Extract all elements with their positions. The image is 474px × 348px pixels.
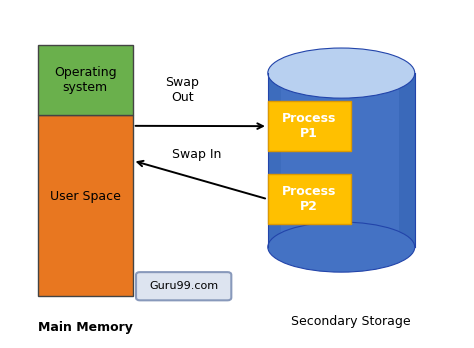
Ellipse shape [268, 48, 415, 98]
Bar [268, 174, 351, 224]
Text: User Space: User Space [50, 190, 121, 203]
Ellipse shape [268, 222, 415, 272]
Polygon shape [399, 73, 415, 247]
Bar [268, 101, 351, 151]
Polygon shape [268, 73, 281, 247]
Text: Main Memory: Main Memory [38, 321, 133, 334]
Text: Operating
system: Operating system [54, 66, 117, 94]
Text: Swap In: Swap In [172, 148, 221, 161]
Polygon shape [399, 73, 415, 247]
Text: Process
P1: Process P1 [282, 112, 337, 140]
Text: Swap
Out: Swap Out [165, 77, 200, 104]
Bar [38, 45, 133, 116]
Text: Process
P2: Process P2 [282, 185, 337, 213]
FancyBboxPatch shape [136, 272, 231, 300]
Text: Guru99.com: Guru99.com [149, 281, 218, 291]
Bar [38, 116, 133, 296]
Bar [268, 73, 415, 247]
Text: Secondary Storage: Secondary Storage [291, 315, 410, 329]
